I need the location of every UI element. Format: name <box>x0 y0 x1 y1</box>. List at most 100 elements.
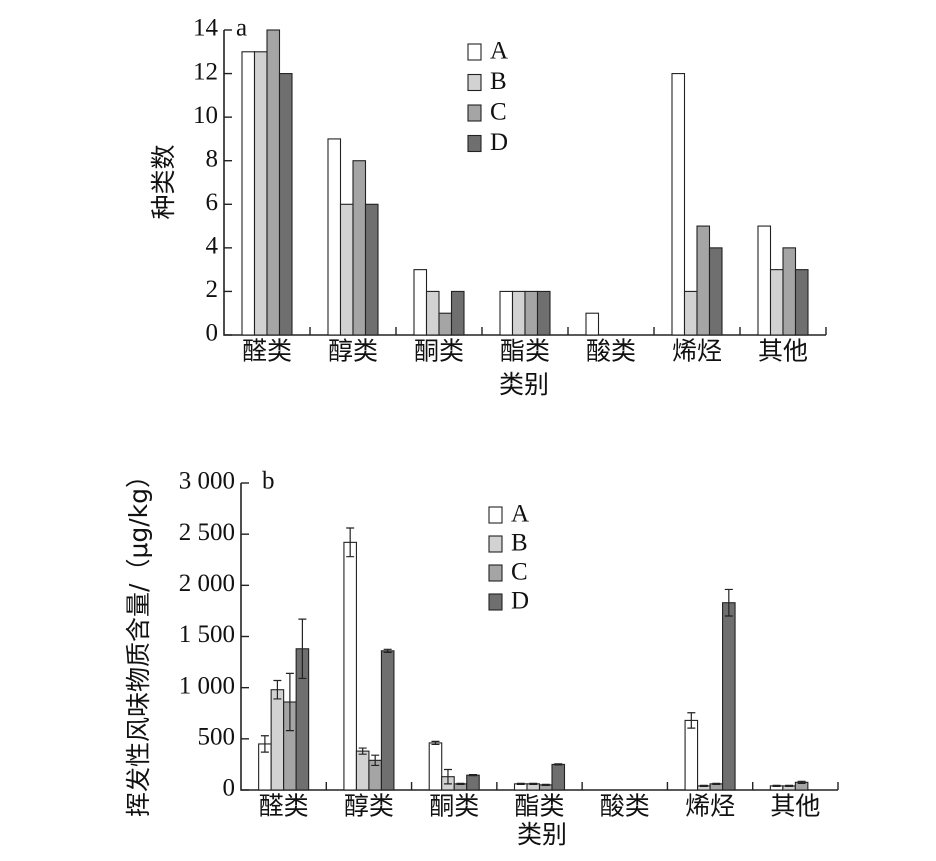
bar-C <box>782 247 797 336</box>
bar-D <box>450 290 465 336</box>
bar-A <box>327 138 342 336</box>
x-tick-label: 醇类 <box>328 336 378 365</box>
x-tick-label: 烯烃 <box>672 336 722 365</box>
legend-swatch-B <box>467 73 482 92</box>
bar-D <box>551 763 566 791</box>
bar-A <box>684 719 699 791</box>
legend-label: A <box>490 38 508 65</box>
error-bar <box>431 740 440 746</box>
legend-label: A <box>511 501 529 528</box>
x-tick-label: 酯类 <box>514 791 564 820</box>
bar-C <box>696 225 711 336</box>
y-tick-label: 8 <box>206 145 219 172</box>
panel-b-chart: b 挥发性风味物质含量/（μg/kg） 类别 0 500 1 000 1 500 2 0… <box>124 463 839 849</box>
error-bar <box>772 784 781 788</box>
bar-D <box>364 203 379 336</box>
bar-A <box>428 742 443 791</box>
y-tick-label: 0 <box>223 775 236 802</box>
y-tick-label: 12 <box>193 58 218 85</box>
bar-A <box>499 290 514 336</box>
bar-B <box>683 290 698 336</box>
x-tick-label: 醇类 <box>344 791 394 820</box>
y-tick-label: 0 <box>206 320 219 347</box>
y-tick-label: 2 000 <box>179 570 235 597</box>
error-bar <box>456 782 465 785</box>
bar-A <box>241 51 256 336</box>
legend-swatch-A <box>467 43 482 61</box>
y-tick-label: 1 500 <box>179 621 235 648</box>
bar-D <box>380 650 395 791</box>
x-tick-label: 醛类 <box>242 336 292 365</box>
bar-D <box>278 73 293 336</box>
panel-b-y-axis-title: 挥发性风味物质含量/（μg/kg） <box>124 463 153 817</box>
error-bar <box>724 588 733 617</box>
bar-D <box>536 290 551 336</box>
panel-a-y-axis-title: 种类数 <box>149 144 178 219</box>
x-tick-label: 其他 <box>758 336 808 365</box>
panel-a-x-axis-title: 类别 <box>499 370 549 399</box>
error-bar <box>468 774 477 777</box>
x-tick-label: 酯类 <box>500 336 550 365</box>
y-tick-label: 3 000 <box>179 468 235 495</box>
bar-B <box>769 269 784 336</box>
bar-A <box>671 73 686 336</box>
error-bar <box>699 784 708 788</box>
legend-swatch-A <box>488 506 503 524</box>
bar-B <box>253 51 268 336</box>
x-tick-label: 酸类 <box>586 336 636 365</box>
bar-D <box>722 602 736 791</box>
bar-A <box>413 269 428 336</box>
error-bar <box>529 782 538 785</box>
axis-line <box>240 483 838 791</box>
legend-label: B <box>511 530 528 557</box>
x-tick-label: 酸类 <box>600 791 650 820</box>
error-bar <box>383 648 392 653</box>
error-bar <box>285 672 294 732</box>
x-tick-label: 醛类 <box>259 791 309 820</box>
error-bar <box>371 754 380 767</box>
x-tick-label: 酮类 <box>414 336 464 365</box>
error-bar <box>358 747 367 755</box>
x-tick-label: 酮类 <box>429 791 479 820</box>
error-bar <box>785 784 794 788</box>
error-bar <box>443 768 452 785</box>
y-tick-label: 2 500 <box>179 519 235 546</box>
error-bar <box>273 679 282 700</box>
error-bar <box>712 782 721 785</box>
error-bar <box>346 527 355 558</box>
panel-a-label: a <box>236 15 247 42</box>
y-tick-label: 14 <box>193 15 219 42</box>
error-bar <box>260 735 269 753</box>
error-bar <box>516 782 525 785</box>
error-bar <box>298 618 307 680</box>
legend-swatch-C <box>488 564 503 582</box>
y-tick-label: 2 <box>206 276 219 303</box>
panel-b-label: b <box>262 468 275 495</box>
legend-label: D <box>490 129 508 156</box>
legend-label: D <box>511 588 529 615</box>
x-tick-label: 烯烃 <box>685 791 735 820</box>
y-tick-label: 6 <box>206 189 219 216</box>
bar-A <box>585 312 600 336</box>
error-bar <box>554 763 563 766</box>
legend-swatch-D <box>488 593 503 611</box>
bar-B <box>511 290 526 336</box>
bar-C <box>352 160 367 336</box>
x-tick-label: 其他 <box>770 791 820 820</box>
panel-b-x-axis-title: 类别 <box>517 820 567 849</box>
bar-B <box>425 290 440 336</box>
axis-line <box>223 30 826 336</box>
bar-C <box>266 29 281 336</box>
error-bar <box>687 712 696 729</box>
y-tick-label: 1 000 <box>179 672 235 699</box>
legend-swatch-D <box>467 134 482 153</box>
bar-C <box>524 290 539 336</box>
y-tick-label: 10 <box>193 102 218 129</box>
bar-B <box>270 689 285 791</box>
error-bar <box>797 780 806 784</box>
legend-swatch-C <box>467 104 482 122</box>
bar-C <box>438 312 453 336</box>
bar-B <box>339 203 354 336</box>
